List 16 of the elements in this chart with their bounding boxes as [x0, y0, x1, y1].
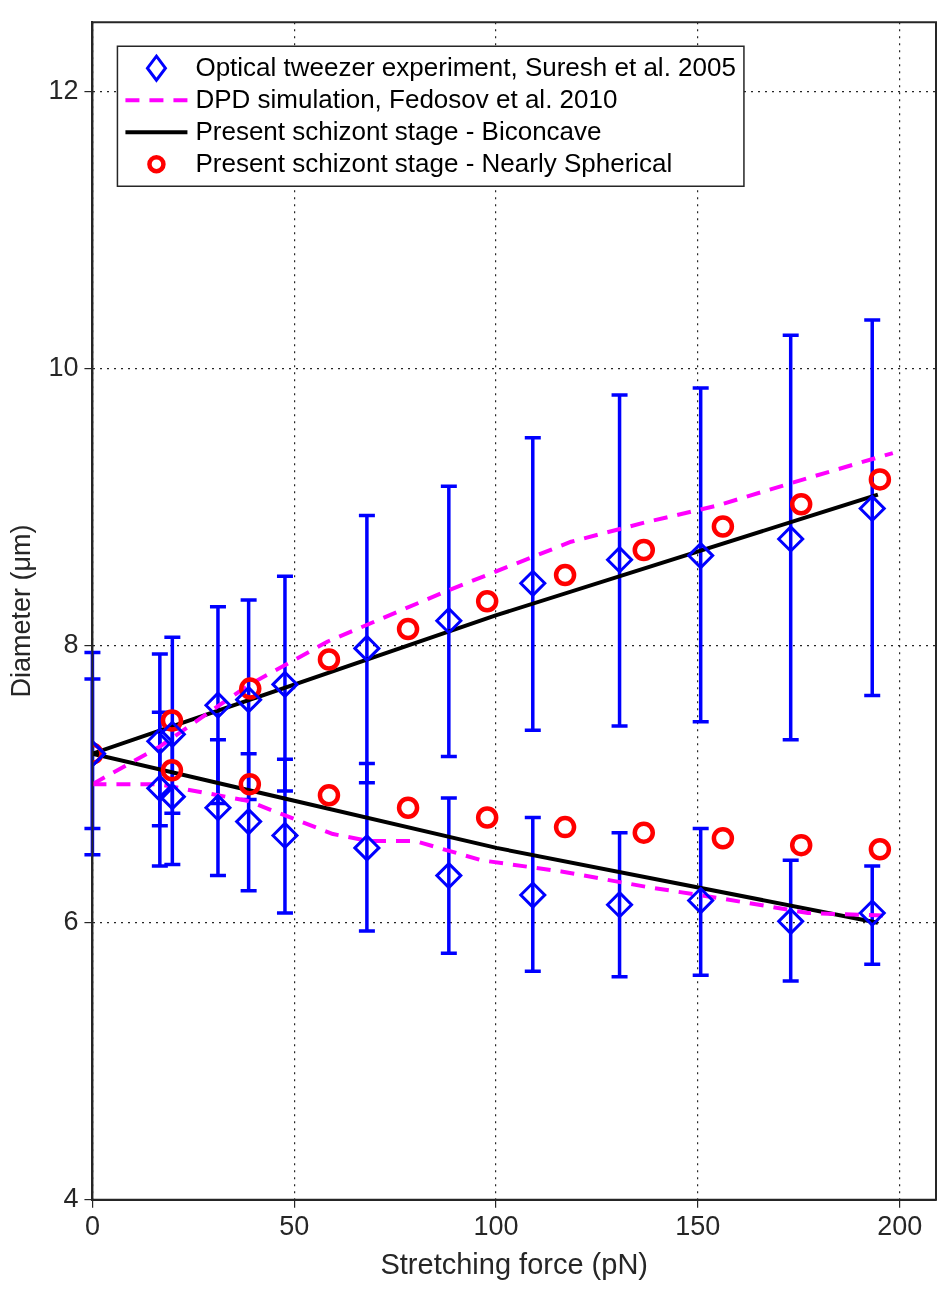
y-tick-label: 6 [63, 906, 79, 937]
y-axis-title: Diameter (μm) [5, 524, 36, 698]
legend-label: Optical tweezer experiment, Suresh et al. 2005 [195, 52, 736, 83]
x-tick-label: 0 [84, 1211, 100, 1242]
x-axis-title: Stretching force (pN) [380, 1247, 648, 1280]
x-tick-label: 150 [675, 1211, 721, 1242]
legend-label: Present schizont stage - Biconcave [195, 116, 602, 147]
legend-label: Present schizont stage - Nearly Spherical [195, 148, 673, 179]
y-tick-label: 12 [48, 74, 79, 105]
y-tick-label: 10 [48, 352, 79, 383]
x-tick-label: 100 [473, 1211, 519, 1242]
x-tick-label: 200 [877, 1211, 923, 1242]
y-tick-label: 4 [63, 1183, 79, 1214]
legend-label: DPD simulation, Fedosov et al. 2010 [195, 84, 618, 115]
x-tick-label: 50 [279, 1211, 310, 1242]
y-tick-label: 8 [63, 629, 79, 660]
